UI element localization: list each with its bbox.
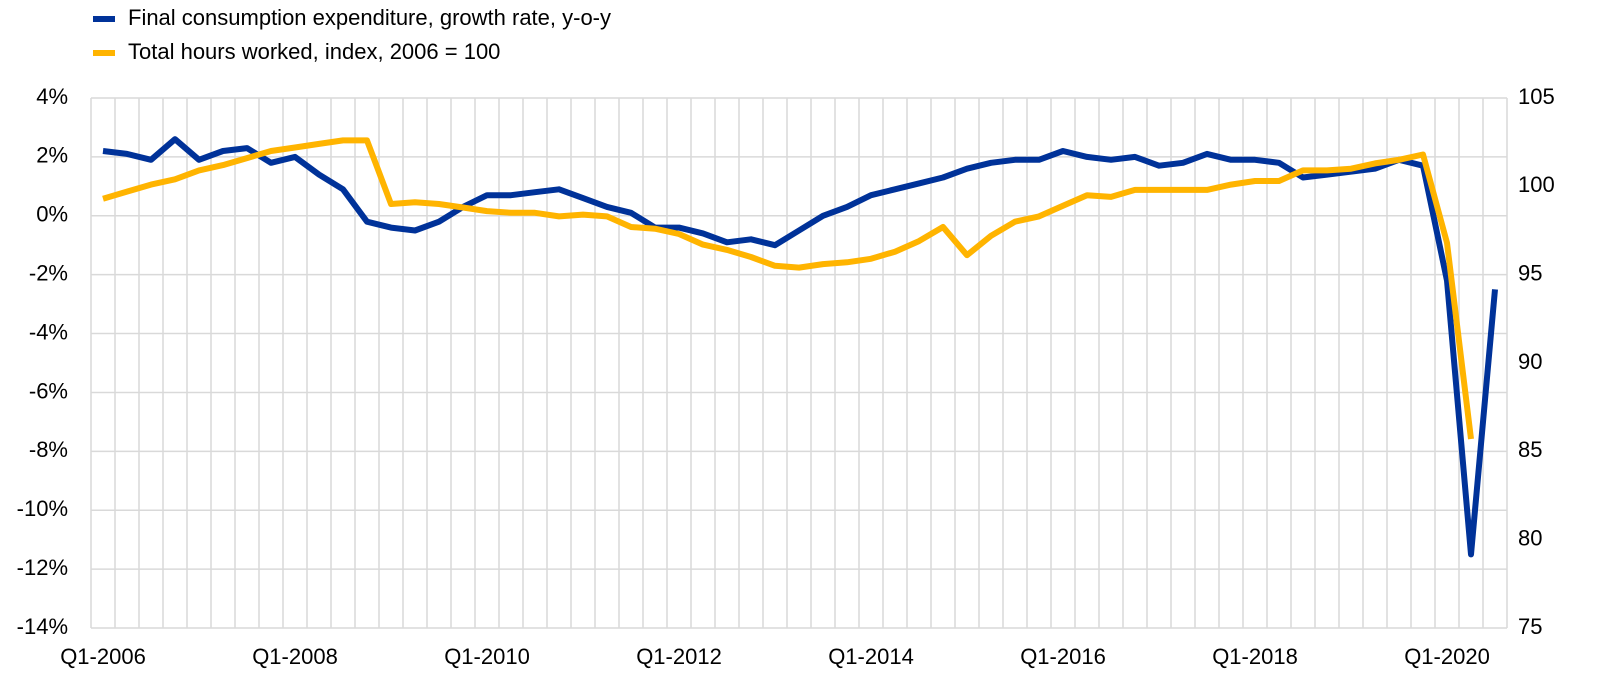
x-tick-label: Q1-2014 xyxy=(828,644,914,669)
y-tick-label: -4% xyxy=(29,319,68,344)
y-tick-label: -2% xyxy=(29,260,68,285)
y-tick-label: -12% xyxy=(17,555,68,580)
x-tick-label: Q1-2008 xyxy=(252,644,338,669)
series-line xyxy=(102,137,1474,440)
legend-swatch xyxy=(93,16,115,22)
series-line xyxy=(102,136,1498,558)
y2-tick-label: 90 xyxy=(1518,349,1542,374)
x-tick-label: Q1-2016 xyxy=(1020,644,1106,669)
legend-swatch xyxy=(93,50,115,56)
y2-tick-label: 95 xyxy=(1518,260,1542,285)
x-tick-label: Q1-2018 xyxy=(1212,644,1298,669)
x-tick-label: Q1-2006 xyxy=(60,644,146,669)
x-tick-label: Q1-2010 xyxy=(444,644,530,669)
y2-tick-label: 80 xyxy=(1518,525,1542,550)
y2-tick-label: 105 xyxy=(1518,84,1555,109)
y2-tick-label: 75 xyxy=(1518,614,1542,639)
y-tick-label: 2% xyxy=(36,143,68,168)
y-tick-label: -6% xyxy=(29,378,68,403)
y-tick-label: 0% xyxy=(36,202,68,227)
y2-tick-label: 85 xyxy=(1518,437,1542,462)
y-tick-label: 4% xyxy=(36,84,68,109)
y-tick-label: -10% xyxy=(17,496,68,521)
x-tick-label: Q1-2020 xyxy=(1404,644,1490,669)
y-tick-label: -14% xyxy=(17,614,68,639)
x-tick-label: Q1-2012 xyxy=(636,644,722,669)
y-tick-label: -8% xyxy=(29,437,68,462)
y2-tick-label: 100 xyxy=(1518,172,1555,197)
legend-label: Total hours worked, index, 2006 = 100 xyxy=(128,39,500,64)
legend-label: Final consumption expenditure, growth ra… xyxy=(128,5,611,30)
